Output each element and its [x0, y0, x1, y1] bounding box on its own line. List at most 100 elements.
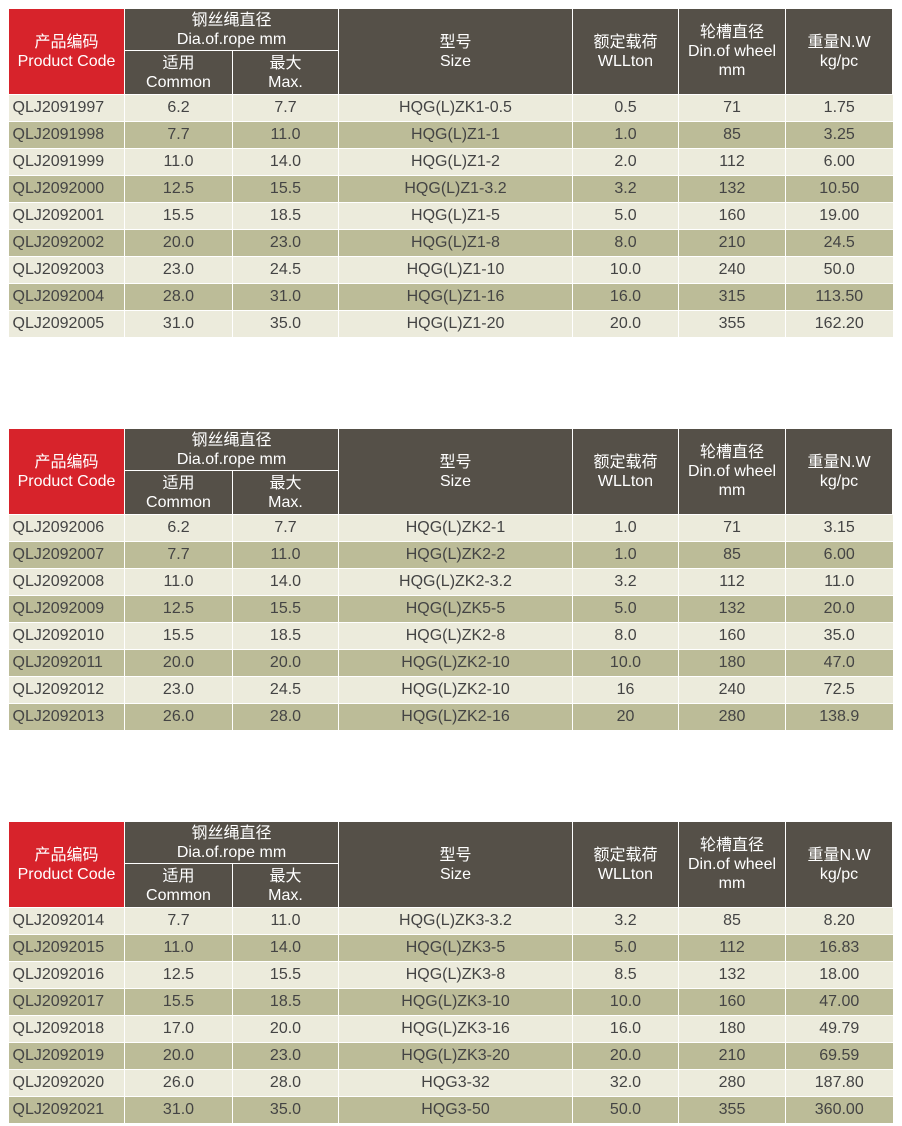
table-cell: 72.5 — [785, 676, 893, 704]
table-cell: 24.5 — [232, 676, 339, 704]
table-cell: HQG(L)ZK3-16 — [338, 1015, 573, 1043]
table-cell: 355 — [678, 1096, 786, 1124]
table-cell: 6.00 — [785, 148, 893, 176]
header-text: 重量N.W — [807, 33, 871, 51]
table-row: QLJ2092017 15.5 18.5 HQG(L)ZK3-10 10.0 160 47.… — [8, 988, 893, 1016]
table-cell: 8.0 — [572, 229, 679, 257]
table-cell: 160 — [678, 988, 786, 1016]
table-row: QLJ2091997 6.2 7.7 HQG(L)ZK1-0.5 0.5 71 1.75 — [8, 94, 893, 122]
table-cell: QLJ2092011 — [8, 649, 125, 677]
header-text: 最大 — [269, 54, 302, 72]
header-text: WLLton — [597, 52, 654, 70]
table-cell: QLJ2091999 — [8, 148, 125, 176]
table-cell: 1.0 — [572, 541, 679, 569]
table-cell: HQG(L)ZK2-10 — [338, 676, 573, 704]
table-row: QLJ2092005 31.0 35.0 HQG(L)Z1-20 20.0 355 162.… — [8, 310, 893, 338]
table-cell: HQG(L)ZK3-3.2 — [338, 907, 573, 935]
table-cell: QLJ2092003 — [8, 256, 125, 284]
header-wheel-diameter: 轮槽直径 Din.of wheel mm — [678, 821, 786, 908]
table-cell: 12.5 — [124, 961, 233, 989]
header-text: Size — [439, 472, 472, 490]
header-wheel-diameter: 轮槽直径 Din.of wheel mm — [678, 428, 786, 515]
table-cell: 7.7 — [124, 541, 233, 569]
header-text: 适用 — [162, 54, 195, 72]
header-text: 重量N.W — [807, 453, 871, 471]
header-text: 钢丝绳直径 — [191, 11, 272, 29]
table-cell: HQG(L)ZK2-10 — [338, 649, 573, 677]
table-cell: 280 — [678, 703, 786, 731]
header-common: 适用 Common — [124, 50, 233, 95]
table-cell: 132 — [678, 961, 786, 989]
header-text: Product Code — [17, 865, 116, 883]
table-cell: QLJ2092009 — [8, 595, 125, 623]
table-cell: 7.7 — [124, 907, 233, 935]
header-text: 型号 — [439, 846, 472, 864]
header-text: 最大 — [269, 474, 302, 492]
header-text: mm — [718, 482, 746, 499]
table-cell: 6.2 — [124, 94, 233, 122]
table-cell: 3.2 — [572, 175, 679, 203]
table-cell: 3.2 — [572, 568, 679, 596]
table-row: QLJ2092002 20.0 23.0 HQG(L)Z1-8 8.0 210 24.5 — [8, 229, 893, 257]
header-text: mm — [718, 875, 746, 892]
header-text: WLLton — [597, 472, 654, 490]
table-cell: HQG(L)Z1-2 — [338, 148, 573, 176]
table-cell: 2.0 — [572, 148, 679, 176]
table-cell: 0.5 — [572, 94, 679, 122]
header-text: 额定载荷 — [593, 453, 658, 471]
table-cell: 23.0 — [124, 676, 233, 704]
header-wll: 额定载荷 WLLton — [572, 8, 679, 95]
table-cell: QLJ2092001 — [8, 202, 125, 230]
header-text: Common — [146, 493, 211, 511]
table-cell: 7.7 — [232, 94, 339, 122]
table-cell: 26.0 — [124, 1069, 233, 1097]
header-rope-diameter: 钢丝绳直径 Dia.of.rope mm — [124, 821, 339, 864]
table-cell: 112 — [678, 568, 786, 596]
table-row: QLJ2092001 15.5 18.5 HQG(L)Z1-5 5.0 160 19.00 — [8, 202, 893, 230]
table-row: QLJ2092020 26.0 28.0 HQG3-32 32.0 280 187.80 — [8, 1069, 893, 1097]
table-cell: QLJ2092010 — [8, 622, 125, 650]
header-text: 轮槽直径 — [699, 837, 764, 854]
table-cell: 32.0 — [572, 1069, 679, 1097]
table-cell: 8.0 — [572, 622, 679, 650]
header-text: 产品编码 — [34, 846, 99, 864]
table-cell: 15.5 — [232, 175, 339, 203]
table-cell: 11.0 — [124, 568, 233, 596]
table-cell: 23.0 — [232, 1042, 339, 1070]
table-row: QLJ2092007 7.7 11.0 HQG(L)ZK2-2 1.0 85 6.00 — [8, 541, 893, 569]
table-cell: 18.5 — [232, 622, 339, 650]
header-text: 额定载荷 — [593, 846, 658, 864]
table-cell: HQG(L)ZK3-20 — [338, 1042, 573, 1070]
header-text: 产品编码 — [34, 453, 99, 471]
table-cell: 69.59 — [785, 1042, 893, 1070]
table-cell: HQG(L)ZK3-10 — [338, 988, 573, 1016]
table-row: QLJ2092021 31.0 35.0 HQG3-50 50.0 355 360.00 — [8, 1096, 893, 1124]
table-cell: 113.50 — [785, 283, 893, 311]
table-row: QLJ2092014 7.7 11.0 HQG(L)ZK3-3.2 3.2 85 8.20 — [8, 907, 893, 935]
table-row: QLJ2092003 23.0 24.5 HQG(L)Z1-10 10.0 240 50.0 — [8, 256, 893, 284]
table-cell: QLJ2092002 — [8, 229, 125, 257]
table-cell: 47.0 — [785, 649, 893, 677]
table-cell: 6.00 — [785, 541, 893, 569]
table-cell: 15.5 — [124, 202, 233, 230]
table-cell: HQG3-32 — [338, 1069, 573, 1097]
header-common: 适用 Common — [124, 470, 233, 515]
table-cell: 10.0 — [572, 256, 679, 284]
table-cell: 1.0 — [572, 121, 679, 149]
table-cell: 85 — [678, 541, 786, 569]
header-text: 钢丝绳直径 — [191, 431, 272, 449]
table-cell: 20.0 — [232, 649, 339, 677]
header-size: 型号 Size — [338, 428, 573, 515]
table-cell: 18.00 — [785, 961, 893, 989]
table-cell: 47.00 — [785, 988, 893, 1016]
table-cell: 19.00 — [785, 202, 893, 230]
header-common: 适用 Common — [124, 863, 233, 908]
table-cell: 6.2 — [124, 514, 233, 542]
table-cell: 8.5 — [572, 961, 679, 989]
table-cell: QLJ2091997 — [8, 94, 125, 122]
table-cell: 5.0 — [572, 202, 679, 230]
table-cell: HQG(L)ZK2-2 — [338, 541, 573, 569]
table-cell: HQG(L)ZK2-16 — [338, 703, 573, 731]
table-cell: 162.20 — [785, 310, 893, 338]
table-cell: QLJ2092005 — [8, 310, 125, 338]
